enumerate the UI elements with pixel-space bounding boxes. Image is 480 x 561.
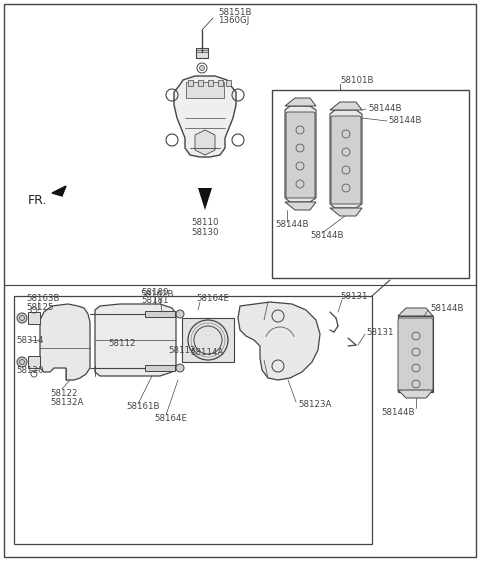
- Polygon shape: [285, 106, 316, 202]
- Text: 58180: 58180: [141, 287, 169, 297]
- Text: 58114A: 58114A: [190, 347, 223, 356]
- Polygon shape: [174, 76, 236, 157]
- Text: 58112: 58112: [108, 338, 135, 347]
- Text: 58131: 58131: [340, 292, 368, 301]
- Text: 58144B: 58144B: [381, 407, 415, 416]
- Circle shape: [17, 357, 27, 367]
- Polygon shape: [285, 98, 316, 106]
- Text: 58163B: 58163B: [26, 293, 60, 302]
- Text: 58144B: 58144B: [388, 116, 421, 125]
- Text: 58123A: 58123A: [298, 399, 331, 408]
- Circle shape: [17, 313, 27, 323]
- Text: 58144B: 58144B: [275, 219, 309, 228]
- Bar: [188, 80, 193, 86]
- Text: 58113: 58113: [168, 346, 195, 355]
- Text: 58144B: 58144B: [368, 103, 401, 113]
- Polygon shape: [285, 202, 316, 210]
- Bar: [218, 80, 223, 86]
- Bar: [208, 80, 213, 86]
- Bar: [196, 48, 208, 58]
- Text: 58314: 58314: [16, 335, 44, 344]
- Circle shape: [200, 66, 204, 71]
- Text: 58164E: 58164E: [154, 413, 187, 422]
- Bar: [145, 365, 175, 371]
- Polygon shape: [330, 208, 362, 216]
- Text: 58131: 58131: [366, 328, 394, 337]
- Text: 58161B: 58161B: [126, 402, 159, 411]
- Text: 58132A: 58132A: [50, 398, 84, 407]
- Polygon shape: [330, 102, 362, 110]
- Bar: [272, 90, 469, 278]
- Text: 58120: 58120: [16, 366, 44, 375]
- Polygon shape: [40, 304, 90, 380]
- Text: 58110: 58110: [191, 218, 219, 227]
- Text: 58122: 58122: [50, 389, 77, 398]
- Text: 58162B: 58162B: [140, 289, 173, 298]
- FancyBboxPatch shape: [398, 318, 433, 392]
- Bar: [14, 296, 372, 544]
- Polygon shape: [195, 130, 215, 155]
- Text: 1360GJ: 1360GJ: [218, 16, 249, 25]
- Polygon shape: [330, 110, 362, 208]
- Polygon shape: [95, 304, 176, 376]
- Text: 58125: 58125: [26, 302, 53, 311]
- Text: 58151B: 58151B: [218, 7, 252, 16]
- Text: 58164E: 58164E: [196, 293, 229, 302]
- Polygon shape: [398, 390, 433, 398]
- Circle shape: [176, 364, 184, 372]
- FancyBboxPatch shape: [331, 116, 361, 204]
- Polygon shape: [238, 302, 320, 380]
- Bar: [145, 311, 175, 317]
- Bar: [226, 80, 231, 86]
- Circle shape: [176, 310, 184, 318]
- Bar: [198, 80, 203, 86]
- Text: 58144B: 58144B: [430, 304, 464, 312]
- Polygon shape: [28, 312, 40, 324]
- Text: FR.: FR.: [28, 194, 48, 206]
- Polygon shape: [398, 308, 433, 316]
- Bar: [186, 82, 224, 98]
- Polygon shape: [398, 316, 433, 392]
- Polygon shape: [52, 186, 66, 196]
- Polygon shape: [28, 356, 40, 368]
- Text: 58101B: 58101B: [340, 76, 373, 85]
- Bar: [182, 318, 234, 362]
- Polygon shape: [198, 188, 212, 210]
- Text: 58130: 58130: [191, 228, 219, 237]
- Text: 58144B: 58144B: [310, 231, 344, 240]
- FancyBboxPatch shape: [286, 112, 315, 198]
- Text: 58181: 58181: [141, 296, 169, 305]
